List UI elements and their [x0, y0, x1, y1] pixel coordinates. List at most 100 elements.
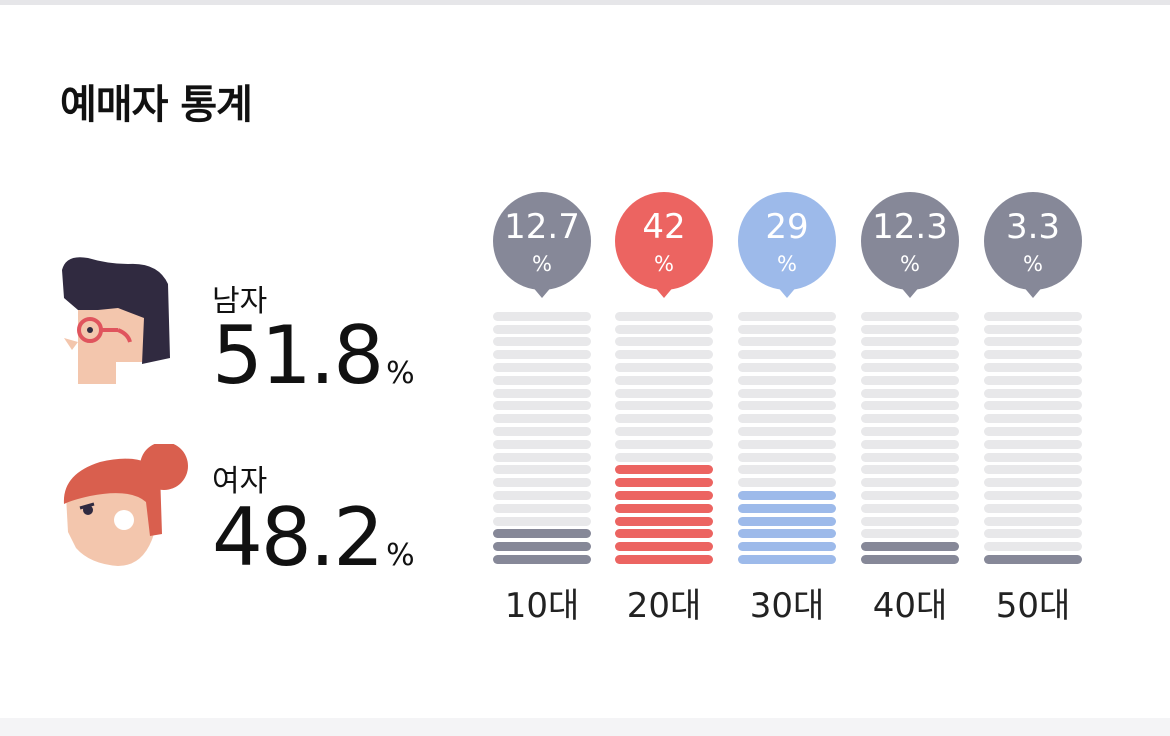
bar-segment-empty	[493, 503, 591, 513]
male-percentage: 51.8%	[212, 316, 415, 396]
age-unit-label: %	[654, 252, 674, 276]
bar-segment-empty	[984, 337, 1082, 347]
bar-segment-empty	[984, 491, 1082, 500]
age-segment-stack	[984, 310, 1082, 564]
age-segment-stack	[615, 310, 713, 564]
bar-segment-empty	[738, 414, 836, 424]
age-value-label: 3.3	[1005, 207, 1061, 247]
age-bubble: 42 %	[615, 192, 713, 298]
age-unit-label: %	[900, 252, 920, 276]
bar-segment-empty	[615, 324, 713, 334]
bar-segment-empty	[861, 363, 959, 372]
bar-segment-empty	[738, 311, 836, 321]
bar-segment-empty	[493, 337, 591, 347]
age-category-label: 20대	[626, 586, 702, 626]
male-percentage-value: 51.8	[212, 309, 384, 402]
bar-segment-filled	[738, 555, 836, 564]
age-value-label: 42	[642, 207, 686, 247]
bar-segment-empty	[493, 414, 591, 424]
bar-segment-empty	[493, 311, 591, 321]
age-bubble: 12.3 %	[861, 192, 959, 298]
bar-segment-filled	[738, 542, 836, 552]
bar-segment-filled	[493, 542, 591, 552]
bar-segment-empty	[984, 414, 1082, 424]
bar-segment-empty	[861, 439, 959, 449]
bar-segment-filled	[615, 491, 713, 500]
male-label: 남자	[212, 284, 268, 319]
age-bubble: 29 %	[738, 192, 836, 298]
bar-segment-empty	[493, 375, 591, 385]
bar-segment-empty	[738, 375, 836, 385]
bar-segment-empty	[984, 363, 1082, 372]
bar-segment-filled	[615, 503, 713, 513]
section-title: 예매자 통계	[60, 82, 253, 128]
bar-segment-empty	[861, 311, 959, 321]
bar-segment-empty	[984, 311, 1082, 321]
age-value-label: 12.7	[504, 207, 580, 247]
bar-segment-filled	[738, 503, 836, 513]
bar-segment-empty	[615, 350, 713, 360]
bar-segment-filled	[615, 478, 713, 488]
bar-segment-empty	[861, 491, 959, 500]
bar-segment-empty	[615, 388, 713, 398]
age-column-40s: 12.3 % 40대	[861, 192, 959, 626]
bar-segment-empty	[984, 324, 1082, 334]
bar-segment-empty	[493, 516, 591, 526]
bar-segment-empty	[738, 452, 836, 462]
bar-segment-empty	[861, 452, 959, 462]
bar-segment-empty	[984, 478, 1082, 488]
bar-segment-empty	[861, 375, 959, 385]
bar-segment-empty	[984, 401, 1082, 411]
bar-segment-empty	[615, 337, 713, 347]
bar-segment-empty	[861, 337, 959, 347]
bar-segment-empty	[984, 503, 1082, 513]
bar-segment-empty	[984, 375, 1082, 385]
bar-segment-empty	[615, 363, 713, 372]
bar-segment-empty	[493, 324, 591, 334]
bar-segment-empty	[861, 529, 959, 539]
bar-segment-empty	[615, 427, 713, 436]
bar-segment-empty	[493, 491, 591, 500]
age-unit-label: %	[1023, 252, 1043, 276]
bar-segment-filled	[615, 516, 713, 526]
male-face-icon	[62, 257, 170, 384]
bar-segment-empty	[615, 401, 713, 411]
age-value-label: 29	[765, 207, 809, 247]
bar-segment-empty	[615, 452, 713, 462]
bar-segment-empty	[493, 388, 591, 398]
bar-segment-empty	[861, 427, 959, 436]
bar-segment-empty	[493, 427, 591, 436]
age-value-label: 12.3	[872, 207, 948, 247]
female-percentage-value: 48.2	[212, 491, 384, 584]
age-category-label: 40대	[872, 586, 948, 626]
bar-segment-empty	[615, 414, 713, 424]
bar-segment-empty	[738, 465, 836, 475]
bar-segment-empty	[984, 516, 1082, 526]
bar-segment-empty	[861, 350, 959, 360]
bar-segment-filled	[615, 555, 713, 564]
female-percentage: 48.2%	[212, 498, 415, 578]
female-label: 여자	[212, 464, 268, 499]
bar-segment-empty	[493, 401, 591, 411]
bar-segment-empty	[984, 452, 1082, 462]
bar-segment-empty	[984, 529, 1082, 539]
age-column-20s: 42 % 20대	[615, 192, 713, 626]
bar-segment-empty	[861, 414, 959, 424]
bar-segment-empty	[861, 516, 959, 526]
bar-segment-empty	[738, 350, 836, 360]
age-segment-stack	[493, 310, 591, 564]
age-unit-label: %	[777, 252, 797, 276]
bar-segment-empty	[738, 337, 836, 347]
bar-segment-empty	[738, 439, 836, 449]
bar-segment-empty	[615, 311, 713, 321]
age-bubble: 3.3 %	[984, 192, 1082, 298]
bar-segment-empty	[493, 439, 591, 449]
bar-segment-filled	[615, 529, 713, 539]
bar-segment-empty	[861, 503, 959, 513]
bar-segment-empty	[861, 388, 959, 398]
bottom-band	[0, 718, 1170, 736]
age-unit-label: %	[532, 252, 552, 276]
bar-segment-empty	[861, 324, 959, 334]
bar-segment-empty	[493, 465, 591, 475]
bar-segment-empty	[493, 350, 591, 360]
